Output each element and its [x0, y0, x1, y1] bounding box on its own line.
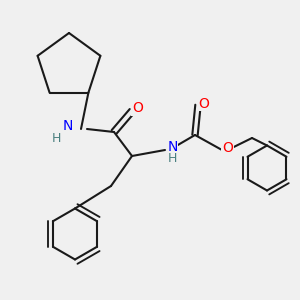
Text: O: O — [132, 101, 143, 115]
Text: H: H — [168, 152, 177, 166]
Text: H: H — [52, 131, 61, 145]
Text: N: N — [167, 140, 178, 154]
Text: O: O — [222, 142, 233, 155]
Text: N: N — [62, 119, 73, 133]
Text: O: O — [198, 97, 209, 110]
